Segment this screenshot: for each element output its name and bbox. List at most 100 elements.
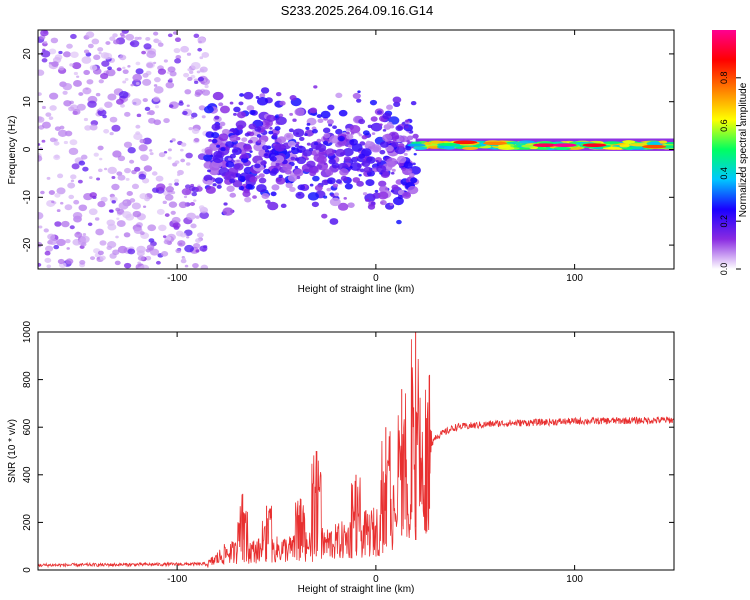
spectrogram-blob xyxy=(359,141,366,146)
spectrogram-blob xyxy=(41,139,46,143)
spectrogram-blob xyxy=(88,208,98,216)
spectrogram-blob xyxy=(274,143,286,152)
spectrogram-blob xyxy=(398,143,405,148)
spectrogram-blob xyxy=(105,68,116,77)
spectrogram-blob xyxy=(85,87,89,90)
spectrogram-blob xyxy=(149,248,160,256)
colorbar-tick-label: 0.0 xyxy=(719,263,729,276)
snr-ytick-label: 0 xyxy=(22,567,33,573)
spectrogram-blob xyxy=(176,173,181,177)
spectrogram-blob xyxy=(313,85,318,89)
spectrogram-blob xyxy=(97,250,104,256)
spectrogram-blob xyxy=(63,140,69,145)
spectrogram-blob xyxy=(219,105,230,114)
spectrogram-blob xyxy=(306,160,316,168)
spectrogram-blob xyxy=(358,174,362,177)
spectrogram-blob xyxy=(255,96,260,99)
spectrogram-blob xyxy=(63,100,72,107)
spectrogram-blob xyxy=(312,175,320,182)
spectrogram-blob xyxy=(82,166,89,172)
spectrogram-blob xyxy=(139,138,146,144)
spectrogram-blob xyxy=(199,56,204,60)
spectrogram-blob xyxy=(40,50,51,58)
spectrogram-blob xyxy=(114,260,121,266)
spectrogram-blob xyxy=(109,36,116,41)
spectrogram-band-segment xyxy=(407,143,426,147)
spectrogram-blob xyxy=(112,33,118,38)
spectrogram-blob xyxy=(189,185,196,192)
spectrogram-blob xyxy=(38,69,45,76)
spectrogram-blob xyxy=(328,158,336,165)
spectrogram-blob xyxy=(90,256,96,261)
spectrogram-blob xyxy=(83,49,90,54)
spectrogram-blob xyxy=(201,115,206,119)
spectrogram-blob xyxy=(97,109,107,117)
spectrogram-blob xyxy=(243,145,253,152)
spectrogram-blob xyxy=(183,72,190,78)
spectrogram-blob xyxy=(72,211,83,220)
spectrogram-blob xyxy=(131,98,142,106)
colorbar: 0.0 0.2 0.4 0.6 0.8 Normalized spectral ampl… xyxy=(712,30,749,275)
spectrogram-blob xyxy=(333,192,340,197)
spectrogram-blob xyxy=(238,185,245,191)
spectrogram-blob xyxy=(259,93,266,98)
spectrogram-blob xyxy=(115,235,119,239)
spectrogram-blob xyxy=(184,244,195,253)
spectrogram-blob xyxy=(48,190,56,195)
spectrogram-blob xyxy=(82,87,92,95)
spectrogram-blob xyxy=(50,37,59,44)
spectrogram-blob xyxy=(163,118,170,124)
spectrogram-blob xyxy=(362,192,368,196)
spectrogram-blob xyxy=(244,132,250,137)
spectrogram-blob xyxy=(258,173,265,178)
spectrogram-blob xyxy=(342,131,347,135)
spectrogram-blob xyxy=(122,69,129,75)
spectrogram-blob xyxy=(249,176,258,183)
spectrogram-blob xyxy=(275,116,287,126)
spectrogram-blob xyxy=(107,241,117,249)
spectrogram-blob xyxy=(306,122,311,126)
spectrogram-blob xyxy=(106,219,116,226)
spectrogram-blob xyxy=(174,37,181,42)
spectrogram-blob xyxy=(317,118,324,124)
spectrogram-blob xyxy=(97,168,103,173)
spectrogram-blob xyxy=(109,131,114,136)
spectrogram-blob xyxy=(38,241,43,248)
spectrogram-blob xyxy=(171,138,176,142)
spectrogram-blob xyxy=(199,66,208,73)
spectrogram-blob xyxy=(155,105,160,109)
spectrogram-blob xyxy=(124,78,129,81)
spectrogram-blob xyxy=(137,261,141,265)
spectrogram-blob xyxy=(188,126,193,131)
spectrogram-blob xyxy=(298,145,303,149)
spectrogram-blob xyxy=(116,67,122,72)
spectrogram-blob xyxy=(362,130,370,136)
spectrogram-blob xyxy=(294,165,299,169)
spectrogram-blob xyxy=(325,170,334,176)
spectrogram-blob xyxy=(100,196,108,203)
spectrogram-blob xyxy=(51,200,55,204)
spectrogram-blob xyxy=(413,153,417,156)
spectrogram-blob xyxy=(261,192,270,200)
spectrogram-blob xyxy=(78,204,88,212)
spectrogram-blob xyxy=(329,218,339,225)
spectrogram-blob xyxy=(380,199,387,206)
spectrogram-blob xyxy=(279,100,286,106)
spectrogram-blob xyxy=(229,153,236,159)
spectrogram-blob xyxy=(238,101,244,106)
spectrogram-blob xyxy=(137,36,142,40)
spectrogram-blob xyxy=(380,141,389,148)
spectrogram-blob xyxy=(81,56,92,64)
spectrogram-blob xyxy=(97,201,106,208)
spectrogram-blob xyxy=(277,136,287,144)
spectrogram-blob xyxy=(163,239,170,245)
spectrogram-blob xyxy=(245,183,253,190)
spectrogram-blob xyxy=(153,86,164,94)
spectrogram-blob xyxy=(196,70,201,74)
spectrogram-blob xyxy=(95,228,105,236)
spectrogram-blob xyxy=(135,61,141,66)
spectrogram-blob xyxy=(156,208,165,215)
spectrogram-blob xyxy=(57,129,68,137)
spectrogram-blob xyxy=(58,66,65,71)
